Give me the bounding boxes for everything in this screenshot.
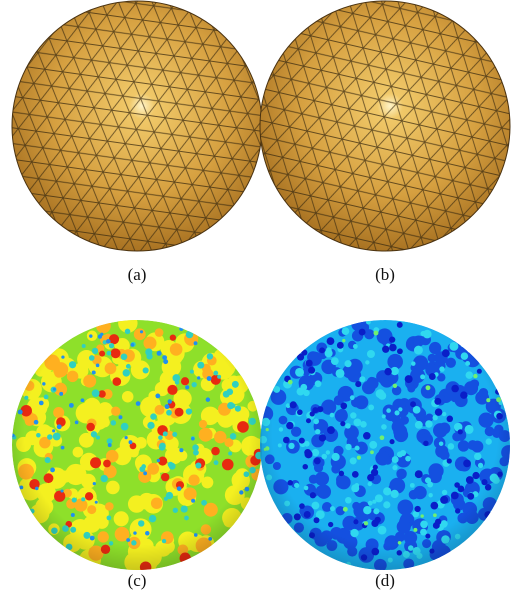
caption: (b) bbox=[375, 265, 395, 284]
caption: (c) bbox=[128, 571, 147, 590]
shading bbox=[12, 320, 262, 570]
sphere-b bbox=[259, 0, 511, 252]
sphere-a bbox=[11, 0, 263, 252]
caption: (a) bbox=[128, 265, 147, 284]
caption: (d) bbox=[375, 571, 395, 590]
shading bbox=[260, 320, 510, 570]
